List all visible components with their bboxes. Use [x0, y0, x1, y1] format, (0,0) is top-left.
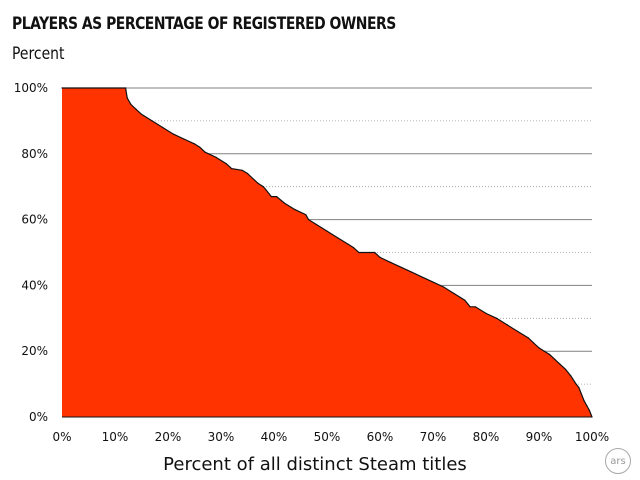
- data-point: [307, 219, 310, 221]
- area-series-0: [62, 88, 592, 417]
- data-point: [411, 271, 413, 273]
- y-tick-label: 80%: [21, 147, 48, 161]
- data-point: [284, 202, 286, 204]
- data-point: [215, 156, 217, 158]
- data-point: [368, 251, 370, 254]
- data-point: [130, 103, 132, 105]
- data-point: [125, 87, 127, 89]
- data-point: [506, 324, 508, 326]
- x-tick-label: 30%: [208, 430, 235, 444]
- data-point: [554, 358, 556, 360]
- data-point: [570, 375, 572, 377]
- data-point: [517, 330, 519, 333]
- data-point: [265, 189, 267, 191]
- data-point: [400, 266, 402, 268]
- ars-logo: ars: [605, 448, 631, 474]
- x-tick-label: 70%: [420, 430, 447, 444]
- chart-subtitle: Percent: [12, 44, 65, 64]
- data-point: [543, 350, 545, 352]
- data-point: [151, 120, 153, 122]
- data-point: [443, 286, 445, 288]
- data-point: [315, 223, 317, 226]
- data-point: [575, 383, 577, 385]
- data-point: [193, 143, 196, 145]
- data-point: [294, 209, 296, 211]
- x-tick-labels: 0% 10% 20% 30% 40% 50% 60% 70% 80% 90% 100%: [52, 430, 609, 444]
- data-point: [421, 276, 423, 278]
- data-point: [586, 404, 588, 407]
- data-point: [337, 237, 339, 239]
- data-point: [199, 146, 201, 148]
- data-point: [583, 400, 585, 402]
- data-point: [204, 151, 206, 153]
- x-tick-label: 10%: [102, 430, 129, 444]
- data-point: [469, 306, 471, 308]
- data-point: [183, 138, 185, 140]
- data-point: [61, 87, 63, 89]
- data-point: [538, 347, 540, 349]
- x-tick-label: 60%: [367, 430, 394, 444]
- data-point: [485, 312, 487, 314]
- x-tick-label: 40%: [261, 430, 288, 444]
- plot-area: [61, 87, 593, 418]
- data-point: [559, 363, 561, 365]
- data-point: [135, 108, 137, 110]
- data-point: [241, 169, 243, 171]
- data-point: [379, 256, 381, 258]
- data-point: [262, 186, 264, 188]
- data-point: [432, 281, 434, 283]
- y-tick-label: 20%: [21, 344, 48, 358]
- data-point: [496, 317, 498, 319]
- data-point: [326, 230, 328, 232]
- data-point: [453, 293, 455, 295]
- x-tick-label: 0%: [52, 430, 71, 444]
- data-point: [549, 353, 551, 356]
- data-point: [347, 243, 349, 245]
- data-point: [358, 251, 360, 254]
- data-point: [564, 368, 567, 370]
- chart-title: PLAYERS AS PERCENTAGE OF REGISTERED OWNE…: [12, 14, 396, 34]
- y-tick-labels: 0% 20% 40% 60% 80% 100%: [14, 81, 48, 424]
- y-tick-label: 0%: [29, 410, 48, 424]
- x-tick-label: 20%: [155, 430, 182, 444]
- data-point: [225, 163, 227, 165]
- data-point: [464, 299, 466, 301]
- data-point: [231, 168, 233, 170]
- data-point: [474, 306, 476, 308]
- data-point: [270, 196, 272, 198]
- y-tick-label: 100%: [14, 81, 48, 95]
- data-point: [172, 133, 174, 135]
- data-point: [276, 196, 278, 198]
- x-tick-label: 90%: [526, 430, 553, 444]
- y-tick-label: 40%: [21, 278, 48, 292]
- data-point: [390, 261, 392, 263]
- data-point: [257, 182, 259, 184]
- x-tick-label: 100%: [575, 430, 609, 444]
- data-point: [352, 247, 355, 249]
- data-point: [374, 251, 376, 254]
- x-tick-label: 80%: [473, 430, 500, 444]
- x-tick-label: 50%: [314, 430, 341, 444]
- data-point: [588, 409, 591, 411]
- data-point: [305, 214, 307, 216]
- data-point: [580, 393, 583, 395]
- data-point: [578, 386, 580, 388]
- x-axis-label: Percent of all distinct Steam titles: [163, 454, 467, 475]
- data-point: [246, 172, 249, 175]
- data-point: [533, 342, 535, 344]
- data-point: [162, 126, 164, 129]
- data-point: [140, 113, 143, 115]
- y-tick-label: 60%: [21, 213, 48, 227]
- data-point: [527, 337, 530, 339]
- data-point: [126, 97, 128, 99]
- data-point: [252, 177, 254, 180]
